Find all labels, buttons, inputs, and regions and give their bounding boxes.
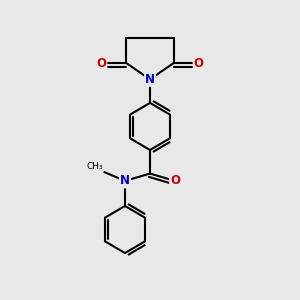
Text: N: N	[145, 73, 155, 86]
Text: CH₃: CH₃	[86, 162, 103, 171]
Text: N: N	[120, 174, 130, 188]
Text: O: O	[96, 57, 106, 70]
Text: O: O	[194, 57, 204, 70]
Text: O: O	[170, 174, 180, 188]
